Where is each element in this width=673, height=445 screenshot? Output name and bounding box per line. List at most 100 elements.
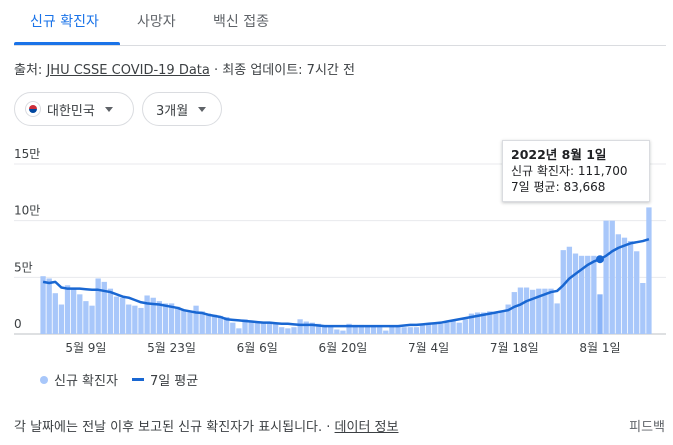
case-bar [193, 305, 199, 334]
case-bar [419, 323, 426, 334]
case-bar [554, 303, 560, 334]
x-tick-label: 6월 20일 [319, 341, 368, 355]
case-bar [224, 317, 230, 334]
data-info-link[interactable]: 데이터 정보 [334, 420, 399, 435]
case-bar [77, 294, 83, 334]
case-bar [162, 303, 169, 334]
case-bar [395, 326, 401, 334]
case-bar [499, 311, 505, 334]
tooltip-average-value: 83,668 [563, 180, 606, 194]
case-bar [101, 281, 107, 334]
highlight-point [595, 255, 604, 264]
tab-new-cases[interactable]: 신규 확진자 [30, 14, 99, 30]
case-bar [187, 311, 193, 334]
korea-flag-icon [25, 101, 41, 117]
case-bar [536, 288, 542, 334]
case-bar [46, 278, 52, 334]
case-bar [119, 297, 126, 334]
case-bar [511, 292, 517, 334]
case-bar [346, 323, 352, 334]
case-bar [315, 323, 322, 334]
case-bar [530, 289, 536, 334]
case-bar [566, 246, 573, 334]
case-bar [493, 313, 499, 334]
line-legend-label: 7일 평균 [149, 374, 199, 389]
case-bar [340, 330, 346, 334]
case-bar [297, 319, 303, 334]
chevron-down-icon [198, 106, 207, 112]
case-bar [71, 288, 77, 334]
case-bar [248, 320, 254, 334]
case-bar [266, 322, 273, 334]
tab-deaths[interactable]: 사망자 [137, 14, 176, 30]
source-prefix: 출처: [14, 63, 43, 78]
case-bar [474, 312, 481, 334]
case-bar [52, 293, 58, 334]
case-bar [95, 278, 101, 334]
case-bar [279, 327, 285, 334]
case-bar [444, 322, 450, 334]
case-bar [175, 306, 181, 334]
case-bar [334, 329, 340, 334]
case-bar [585, 255, 591, 334]
tab-vaccinations[interactable]: 백신 접종 [213, 14, 269, 30]
case-bar [634, 251, 640, 334]
case-bar [211, 314, 218, 334]
case-bar [456, 322, 462, 334]
case-bar [621, 237, 628, 334]
case-bar [303, 321, 309, 334]
case-bar [597, 294, 603, 334]
case-bar [83, 301, 89, 334]
case-bar [481, 312, 487, 334]
case-bar [199, 311, 205, 334]
y-tick-label: 0 [14, 317, 22, 331]
chart-tooltip: 2022년 8월 1일 신규 확진자: 111,700 7일 평균: 83,66… [502, 140, 650, 202]
case-bar [377, 327, 383, 334]
bar-legend-swatch [40, 375, 48, 384]
case-bar [462, 319, 468, 334]
case-bar [58, 304, 65, 334]
case-bar [272, 323, 279, 334]
case-bar [572, 253, 579, 334]
tooltip-date: 2022년 8월 1일 [511, 147, 607, 162]
y-tick-label: 15만 [14, 147, 40, 161]
update-time: · 최종 업데이트: 7시간 전 [214, 63, 355, 78]
case-bar [205, 313, 211, 334]
active-tab-indicator [14, 42, 120, 45]
feedback-link[interactable]: 피드백 [629, 420, 665, 435]
case-bar [168, 303, 175, 334]
case-bar [487, 311, 493, 334]
period-value: 3개월 [156, 103, 189, 119]
chart-legend: 신규 확진자 7일 평균 [40, 370, 198, 389]
case-bar [242, 319, 248, 334]
region-dropdown[interactable]: 대한민국 [14, 92, 134, 126]
case-bar [609, 220, 615, 334]
case-bar [309, 322, 315, 334]
case-bar [438, 323, 444, 334]
source-line: 출처: JHU CSSE COVID-19 Data · 최종 업데이트: 7시… [14, 59, 355, 78]
case-bar [615, 234, 621, 334]
case-bar [523, 287, 530, 334]
case-bar [181, 310, 187, 334]
chevron-down-icon [104, 106, 113, 112]
line-legend-swatch [131, 378, 144, 381]
case-bar [413, 327, 420, 334]
case-bar [132, 305, 138, 334]
cases-chart[interactable]: 0 5만 10만 15만 5월 9일 5월 23일 6월 6일 6월 20일 7월 4일 7월 … [0, 130, 673, 365]
case-bar [113, 296, 120, 334]
case-bar [285, 328, 291, 334]
seven-day-average-line [42, 237, 650, 328]
x-tick-label: 7월 4일 [408, 341, 449, 355]
case-bar [156, 301, 162, 334]
source-link[interactable]: JHU CSSE COVID-19 Data [46, 63, 210, 78]
case-bar [328, 326, 334, 334]
x-tick-label: 8월 1일 [579, 341, 620, 355]
region-value: 대한민국 [47, 103, 95, 119]
case-bar [591, 255, 597, 334]
period-dropdown[interactable]: 3개월 [142, 92, 222, 126]
case-bar [627, 241, 634, 334]
case-bar [560, 250, 566, 334]
x-tick-label: 7월 18일 [490, 341, 539, 355]
case-bar [407, 327, 413, 334]
case-bar [646, 207, 652, 334]
